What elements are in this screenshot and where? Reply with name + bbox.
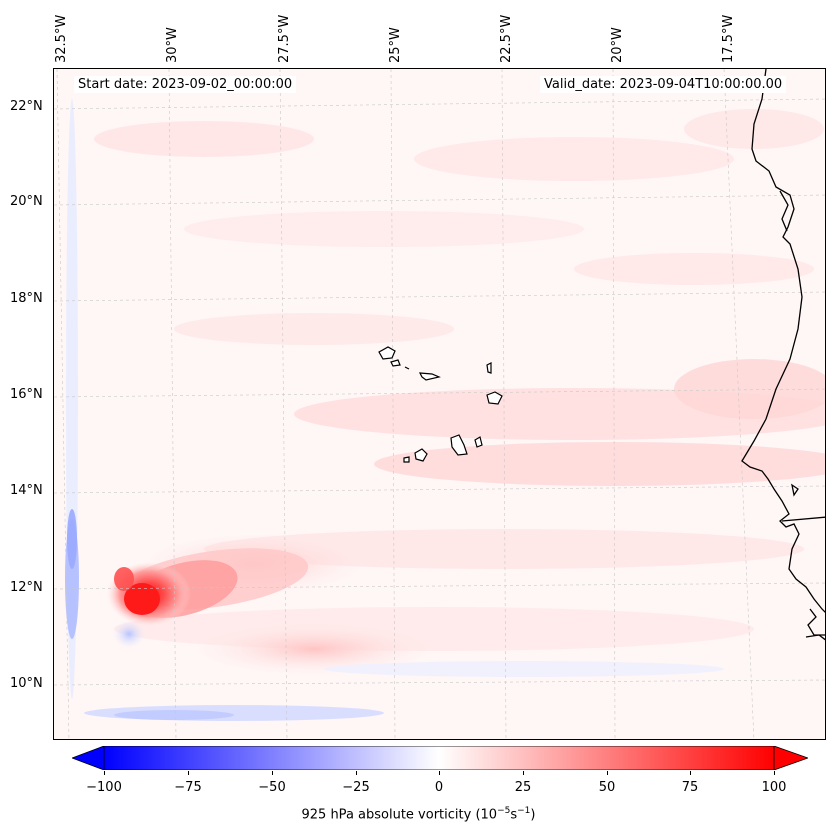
lat-label-12n: 12°N — [10, 580, 43, 595]
colorbar-tickmark — [356, 771, 357, 775]
colorbar-gradient — [103, 746, 775, 770]
start-date-label: Start date: 2023-09-02_00:00:00 — [74, 76, 297, 93]
lon-label-25w: 25°W — [388, 27, 403, 63]
lon-label-22-5w: 22.5°W — [499, 14, 514, 63]
lat-label-18n: 18°N — [10, 291, 43, 306]
lon-label-30w: 30°W — [165, 27, 180, 63]
colorbar-label-main: 925 hPa absolute vorticity (10 — [301, 807, 498, 823]
colorbar-tickmark — [774, 771, 775, 775]
lat-label-20n: 20°N — [10, 194, 43, 209]
colorbar-tick-label: 50 — [598, 780, 616, 795]
colorbar-tick-label: −25 — [342, 780, 370, 795]
colorbar-tick-label: 100 — [761, 780, 787, 795]
island-boa-vista — [486, 391, 503, 405]
island-fogo — [414, 448, 428, 462]
lat-label-16n: 16°N — [10, 387, 43, 402]
colorbar-max-extend — [773, 746, 808, 770]
colorbar-label: 925 hPa absolute vorticity (10−5s−1) — [0, 806, 837, 822]
lat-label-14n: 14°N — [10, 483, 43, 498]
colorbar-tickmark — [607, 771, 608, 775]
colorbar-label-close: ) — [530, 807, 536, 823]
lat-label-22n: 22°N — [10, 99, 43, 114]
island-santo-antao — [378, 346, 396, 360]
colorbar-tick-label: −100 — [86, 780, 122, 795]
colorbar-label-exponent: −5 — [497, 806, 511, 816]
colorbar-tick-label: 0 — [434, 780, 444, 795]
background-vorticity-patches — [94, 109, 825, 675]
lon-label-32-5w: 32.5°W — [54, 14, 69, 63]
graticule — [54, 69, 825, 739]
island-brava — [403, 456, 410, 463]
negative-vorticity-bands — [65, 99, 724, 721]
island-sal — [486, 362, 492, 374]
island-santa-luzia — [404, 366, 410, 370]
lat-label-10n: 10°N — [10, 676, 43, 691]
island-maio — [474, 436, 483, 448]
colorbar-tickmark — [439, 771, 440, 775]
island-santiago — [450, 434, 468, 456]
lon-label-17-5w: 17.5°W — [721, 14, 736, 63]
colorbar-label-exponent: −1 — [517, 806, 531, 816]
west-african-coastline — [741, 69, 825, 641]
colorbar-tick-label: −75 — [174, 780, 202, 795]
colorbar-tick-label: 75 — [681, 780, 699, 795]
vorticity-field — [54, 69, 825, 739]
island-sao-nicolau — [418, 372, 441, 381]
colorbar-tickmark — [104, 771, 105, 775]
cape-verde-islands — [378, 346, 503, 463]
colorbar-tick-label: 25 — [514, 780, 532, 795]
colorbar-tickmark — [690, 771, 691, 775]
colorbar-tickmark — [272, 771, 273, 775]
valid-date-label: Valid_date: 2023-09-04T10:00:00.00 — [540, 76, 787, 93]
lon-label-27-5w: 27.5°W — [277, 14, 292, 63]
island-sao-vicente — [390, 359, 401, 367]
colorbar-label-unit: s — [510, 807, 518, 823]
map-panel — [53, 68, 826, 740]
colorbar — [72, 746, 808, 770]
colorbar-tick-label: −50 — [258, 780, 286, 795]
colorbar-tickmark — [188, 771, 189, 775]
lon-label-20w: 20°W — [610, 27, 625, 63]
colorbar-min-extend — [72, 746, 105, 770]
colorbar-tickmark — [523, 771, 524, 775]
vorticity-maximum — [107, 548, 309, 626]
